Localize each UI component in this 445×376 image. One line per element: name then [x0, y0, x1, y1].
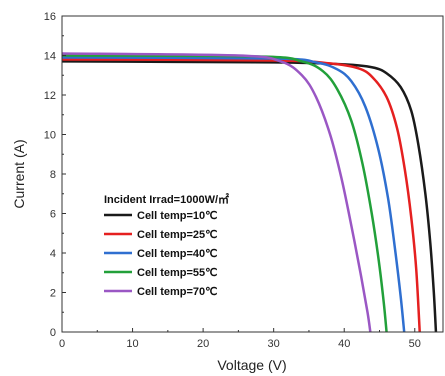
y-tick-label: 2 [50, 288, 56, 300]
y-tick-label: 8 [50, 169, 56, 181]
legend-entry-label: Cell temp=40℃ [137, 248, 218, 260]
y-tick-label: 14 [44, 51, 56, 63]
x-tick-label: 10 [126, 338, 138, 350]
x-tick-label: 30 [268, 338, 280, 350]
x-tick-label: 50 [409, 338, 421, 350]
y-axis-ticks: 0 2 4 6 8 10 12 14 16 [44, 11, 66, 339]
x-tick-label: 20 [197, 338, 209, 350]
legend-title: Incident Irrad=1000W/㎡ [104, 192, 229, 206]
x-axis-title: Voltage (V) [217, 357, 286, 373]
legend-entry-label: Cell temp=70℃ [137, 286, 218, 298]
x-tick-label: 0 [59, 338, 65, 350]
legend-entry-label: Cell temp=25℃ [137, 229, 218, 241]
series-line-1 [61, 60, 438, 333]
y-tick-label: 4 [50, 248, 56, 260]
x-axis-ticks: 0 10 20 30 40 50 [59, 328, 421, 350]
y-tick-label: 12 [44, 90, 56, 102]
y-tick-label: 0 [50, 327, 56, 339]
x-tick-label: 40 [338, 338, 350, 350]
plot-lines [61, 52, 438, 333]
series-line-5 [61, 52, 372, 333]
y-tick-label: 6 [50, 209, 56, 221]
y-tick-label: 16 [44, 11, 56, 23]
series-line-2 [61, 58, 421, 333]
y-tick-label: 10 [44, 130, 56, 142]
legend: Incident Irrad=1000W/㎡ Cell temp=10℃ Cell… [104, 192, 229, 298]
legend-entry-label: Cell temp=10℃ [137, 210, 218, 222]
y-axis-title: Current (A) [11, 139, 27, 208]
legend-entry-label: Cell temp=55℃ [137, 267, 218, 279]
